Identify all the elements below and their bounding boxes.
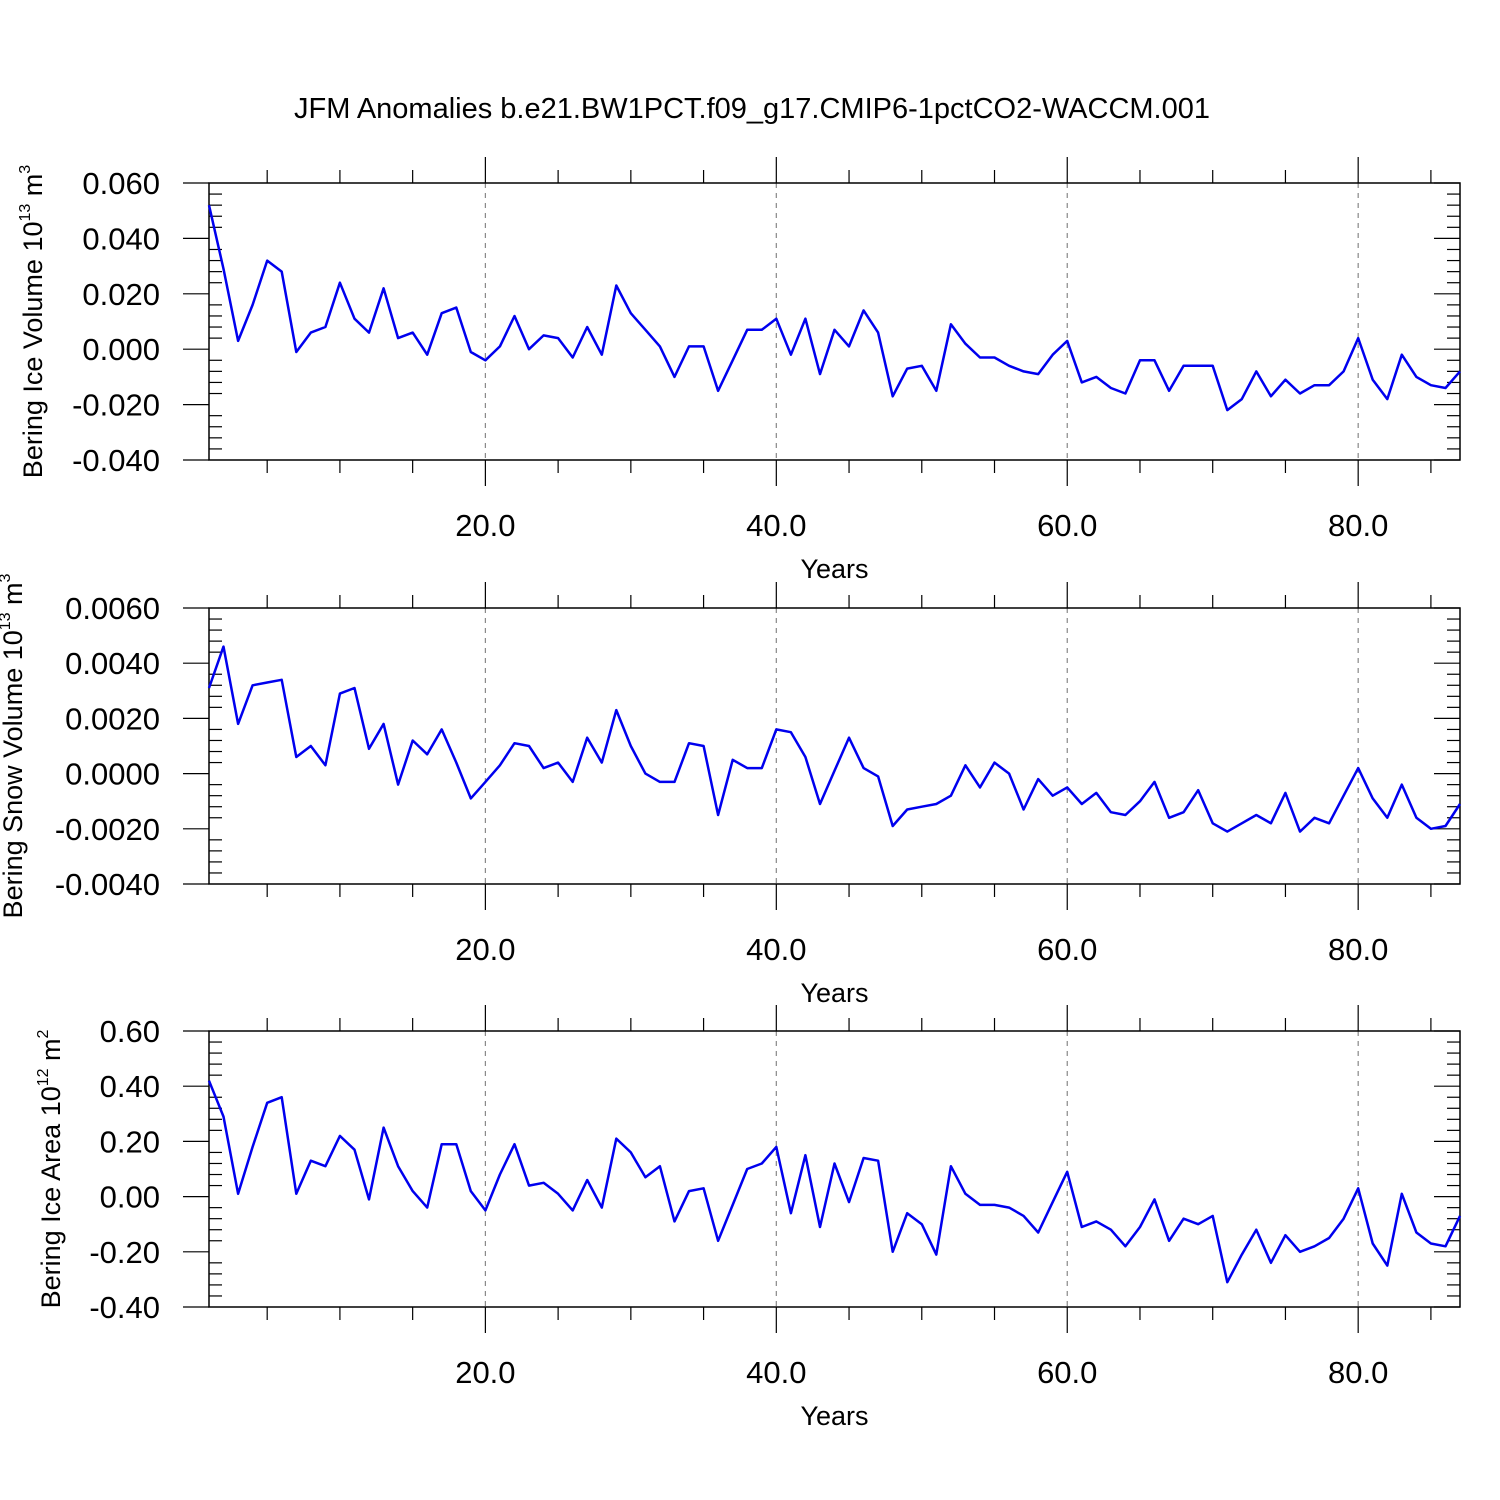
x-tick-label: 80.0 bbox=[1328, 932, 1388, 967]
x-tick-label: 40.0 bbox=[746, 1355, 806, 1390]
y-tick-label: 0.0020 bbox=[65, 701, 160, 736]
y-tick-label: 0.040 bbox=[82, 221, 160, 256]
y-axis-title: Bering Ice Volume 1013 m3 bbox=[17, 165, 48, 478]
plot-frame bbox=[208, 182, 1461, 461]
plot-frame bbox=[208, 607, 1461, 885]
y-tick-label: 0.0060 bbox=[65, 591, 160, 626]
x-tick-label: 20.0 bbox=[455, 1355, 515, 1390]
series-line bbox=[207, 1080, 1462, 1284]
y-axis-title: Bering Snow Volume 1013 m3 bbox=[0, 573, 28, 918]
series-line bbox=[207, 645, 1462, 833]
y-tick-label: -0.0040 bbox=[55, 867, 160, 902]
y-tick-label: 0.20 bbox=[100, 1124, 160, 1159]
x-tick-label: 60.0 bbox=[1037, 1355, 1097, 1390]
x-tick-label: 40.0 bbox=[746, 508, 806, 543]
y-axis-title: Bering Ice Area 1012 m2 bbox=[35, 1029, 66, 1308]
x-tick-label: 80.0 bbox=[1328, 508, 1388, 543]
chart-title: JFM Anomalies b.e21.BW1PCT.f09_g17.CMIP6… bbox=[294, 93, 1210, 125]
y-tick-label: 0.000 bbox=[82, 332, 160, 367]
x-tick-label: 60.0 bbox=[1037, 932, 1097, 967]
x-tick-label: 80.0 bbox=[1328, 1355, 1388, 1390]
x-axis-title: Years bbox=[800, 1401, 868, 1431]
chart-panel-1: 20.0 40.0 60.0 80.0 -0.040 -0.020 0.000 0.020 0.… bbox=[17, 157, 1461, 584]
plot-frame bbox=[208, 1030, 1461, 1308]
y-tick-label: -0.20 bbox=[89, 1235, 160, 1270]
y-tick-label: 0.40 bbox=[100, 1069, 160, 1104]
y-tick-label: 0.060 bbox=[82, 166, 160, 201]
chart-panel-2: 20.0 40.0 60.0 80.0 -0.0040 -0.0020 0.0000 0.00… bbox=[0, 573, 1462, 1008]
y-tick-label: 0.60 bbox=[100, 1014, 160, 1049]
y-tick-label: 0.00 bbox=[100, 1180, 160, 1215]
x-axis-title: Years bbox=[800, 978, 868, 1008]
y-tick-label: 0.0040 bbox=[65, 646, 160, 681]
x-axis-title: Years bbox=[800, 554, 868, 584]
x-tick-label: 40.0 bbox=[746, 932, 806, 967]
x-tick-label: 20.0 bbox=[455, 508, 515, 543]
y-tick-label: -0.040 bbox=[72, 443, 160, 478]
series-line bbox=[207, 204, 1461, 412]
y-tick-label: -0.020 bbox=[72, 388, 160, 423]
y-tick-label: -0.0020 bbox=[55, 812, 160, 847]
x-tick-label: 20.0 bbox=[455, 932, 515, 967]
chart-panel-3: 20.0 40.0 60.0 80.0 -0.40 -0.20 0.00 0.20 0.40 0.… bbox=[35, 1005, 1462, 1431]
x-tick-label: 60.0 bbox=[1037, 508, 1097, 543]
y-tick-label: -0.40 bbox=[89, 1290, 160, 1325]
y-tick-label: 0.020 bbox=[82, 277, 160, 312]
y-tick-label: 0.0000 bbox=[65, 757, 160, 792]
